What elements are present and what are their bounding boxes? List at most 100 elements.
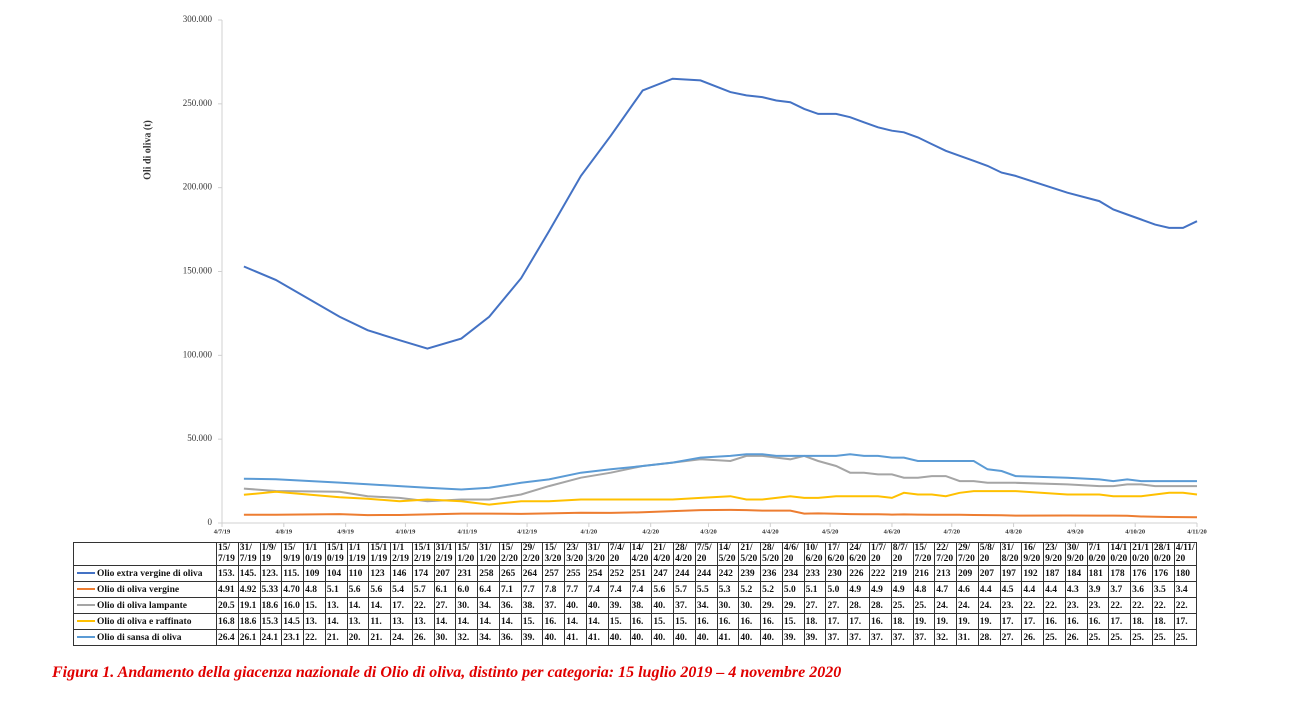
table-header-cell: 29/7/20: [956, 542, 979, 566]
table-cell: 15.: [303, 597, 326, 614]
table-cell: 24.: [390, 629, 413, 646]
table-cell: 37.: [542, 597, 566, 614]
table-cell: 16.: [1064, 613, 1088, 630]
x-tick-label: 4/2/20: [642, 528, 659, 535]
table-cell: 236: [760, 565, 783, 582]
table-cell: 21.: [368, 629, 392, 646]
table-cell: 7.4: [629, 581, 653, 598]
table-cell: 4.5: [999, 581, 1023, 598]
table-header-cell: 16/9/20: [1021, 542, 1045, 566]
table-cell: 18.: [1130, 613, 1153, 630]
x-tick-label: 4/9/19: [337, 528, 354, 535]
table-cell: 7.7: [520, 581, 544, 598]
table-cell: 213: [934, 565, 958, 582]
table-cell: 5.7: [411, 581, 435, 598]
table-cell: 17.: [1021, 613, 1045, 630]
table-cell: 15.: [607, 613, 631, 630]
table-cell: 3.9: [1086, 581, 1110, 598]
table-cell: 115.: [281, 565, 305, 582]
table-header-cell: 31/12/19: [433, 542, 457, 566]
table-cell: 39.: [607, 597, 631, 614]
table-cell: 24.: [934, 597, 958, 614]
table-header-cell: 1/12/19: [390, 542, 413, 566]
table-cell: 13.: [324, 597, 348, 614]
series-line: [243, 453, 1197, 491]
table-cell: 28.: [847, 597, 870, 614]
legend-label: Olio di oliva e raffinato: [97, 616, 192, 627]
table-header-cell: 15/11/19: [368, 542, 392, 566]
table-cell: 16.: [716, 613, 740, 630]
table-cell: 6.1: [433, 581, 457, 598]
table-cell: 4.4: [1043, 581, 1066, 598]
table-header-cell: 15/2/20: [498, 542, 522, 566]
table-cell: 14.: [346, 597, 370, 614]
table-cell: 123: [368, 565, 392, 582]
table-cell: 4.4: [977, 581, 1001, 598]
table-cell: 176: [1130, 565, 1153, 582]
table-cell: 176: [1151, 565, 1175, 582]
x-tick-label: 4/10/19: [395, 528, 416, 535]
table-cell: 15.: [781, 613, 805, 630]
table-header-cell: 14/5/20: [716, 542, 740, 566]
table-cell: 27.: [825, 597, 849, 614]
table-header-cell: 31/8/20: [999, 542, 1023, 566]
table-cell: 187: [1043, 565, 1066, 582]
table-header-cell: 14/4/20: [629, 542, 653, 566]
table-cell: 18.6: [237, 613, 261, 630]
table-header-cell: 14/10/20: [1108, 542, 1132, 566]
table-cell: 14.: [477, 613, 500, 630]
table-cell: 5.0: [781, 581, 805, 598]
table-cell: 34.: [477, 597, 500, 614]
table-cell: 22.: [1043, 597, 1066, 614]
table-cell: 19.: [934, 613, 958, 630]
x-tick-label: 4/9/20: [1067, 528, 1084, 535]
table-cell: 19.: [956, 613, 979, 630]
table-cell: 26.: [1021, 629, 1045, 646]
table-cell: 37.: [912, 629, 936, 646]
table-cell: 4.8: [303, 581, 326, 598]
table-cell: 26.: [411, 629, 435, 646]
table-cell: 31.: [956, 629, 979, 646]
table-header-cell: 1/7/20: [868, 542, 892, 566]
table-cell: 252: [607, 565, 631, 582]
table-cell: 3.7: [1108, 581, 1132, 598]
table-header-cell: 23/3/20: [564, 542, 588, 566]
table-cell: 40.: [738, 629, 762, 646]
table-cell: 145.: [237, 565, 261, 582]
table-cell: 37.: [825, 629, 849, 646]
table-cell: 20.: [346, 629, 370, 646]
legend-entry: Olio di oliva e raffinato: [73, 613, 217, 630]
table-header-cell: 17/6/20: [825, 542, 849, 566]
table-cell: 36.: [498, 629, 522, 646]
table-cell: 25.: [912, 597, 936, 614]
table-cell: 123.: [259, 565, 283, 582]
table-row: Olio di sansa di oliva 26.4 26.1 24.1 23.1 22…: [73, 629, 1198, 646]
table-cell: 30.: [455, 597, 479, 614]
table-cell: 22.: [1130, 597, 1153, 614]
table-cell: 20.5: [216, 597, 239, 614]
data-table: 15/7/19 31/7/19 1/9/19 15/9/19 1/10/19 15/10/…: [73, 542, 1198, 646]
table-header-cell: 1/9/19: [259, 542, 283, 566]
y-tick-label: 0: [208, 517, 213, 527]
table-cell: 207: [977, 565, 1001, 582]
table-cell: 5.3: [716, 581, 740, 598]
table-header-cell: 15/1/20: [455, 542, 479, 566]
legend-swatch: [77, 588, 95, 591]
table-row: Olio di oliva vergine 4.91 4.92 5.33 4.70 4.8…: [73, 581, 1198, 598]
table-row: Olio di oliva lampante 20.5 19.1 18.6 16.0 15…: [73, 597, 1198, 614]
table-cell: 24.1: [259, 629, 283, 646]
table-header-cell: 15/10/19: [324, 542, 348, 566]
table-cell: 17.: [1108, 613, 1132, 630]
table-cell: 23.: [999, 597, 1023, 614]
table-header-cell: 15/9/19: [281, 542, 305, 566]
x-tick-label: 4/7/19: [214, 528, 231, 535]
table-cell: 13.: [390, 613, 413, 630]
table-cell: 40.: [651, 597, 675, 614]
table-cell: 30.: [716, 597, 740, 614]
caption: Figura 1. Andamento della giacenza nazio…: [52, 664, 842, 681]
table-cell: 32.: [455, 629, 479, 646]
table-cell: 39.: [781, 629, 805, 646]
table-cell: 4.6: [956, 581, 979, 598]
table-cell: 254: [586, 565, 609, 582]
table-cell: 4.92: [237, 581, 261, 598]
